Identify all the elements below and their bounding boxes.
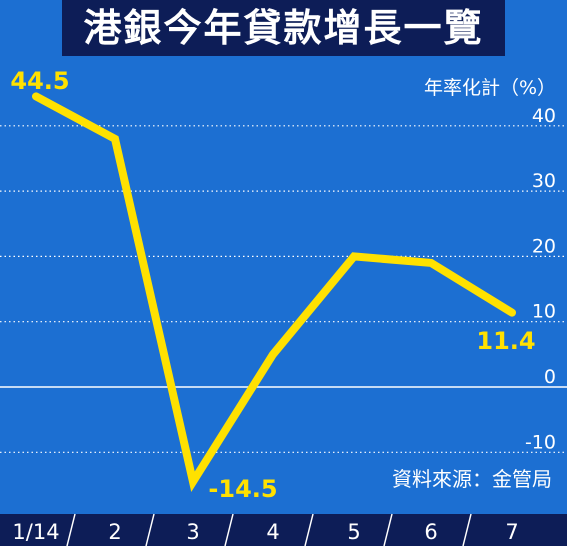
y-tick-label: 20 (532, 235, 556, 257)
x-axis-separator (145, 513, 155, 546)
x-tick-label: 5 (347, 520, 360, 544)
x-tick-label: 7 (505, 520, 518, 544)
x-axis-separator (462, 513, 472, 546)
unit-label: 年率化計（%） (424, 77, 556, 99)
x-axis-separator (66, 513, 76, 546)
chart-title: 港銀今年貸款增長一覽 (83, 6, 484, 50)
y-tick-label: 10 (532, 301, 556, 323)
y-tick-label: 30 (532, 170, 556, 192)
data-label: -14.5 (208, 475, 277, 503)
y-tick-label: 40 (532, 105, 556, 127)
y-tick-label: -10 (525, 431, 556, 453)
y-tick-label: 0 (544, 366, 556, 388)
x-tick-label: 4 (266, 520, 279, 544)
x-tick-label: 3 (186, 520, 199, 544)
x-axis-separator (383, 513, 393, 546)
x-axis-separator (304, 513, 314, 546)
data-label: 44.5 (10, 67, 69, 95)
x-tick-label: 6 (424, 520, 437, 544)
title-bar: 港銀今年貸款增長一覽 (62, 0, 505, 56)
x-axis-separator (224, 513, 234, 546)
x-tick-label: 2 (108, 520, 121, 544)
x-tick-label: 1/14 (12, 520, 59, 544)
data-label: 11.4 (476, 327, 535, 355)
x-axis-band (0, 514, 567, 546)
source-label: 資料來源：金管局 (392, 467, 552, 491)
